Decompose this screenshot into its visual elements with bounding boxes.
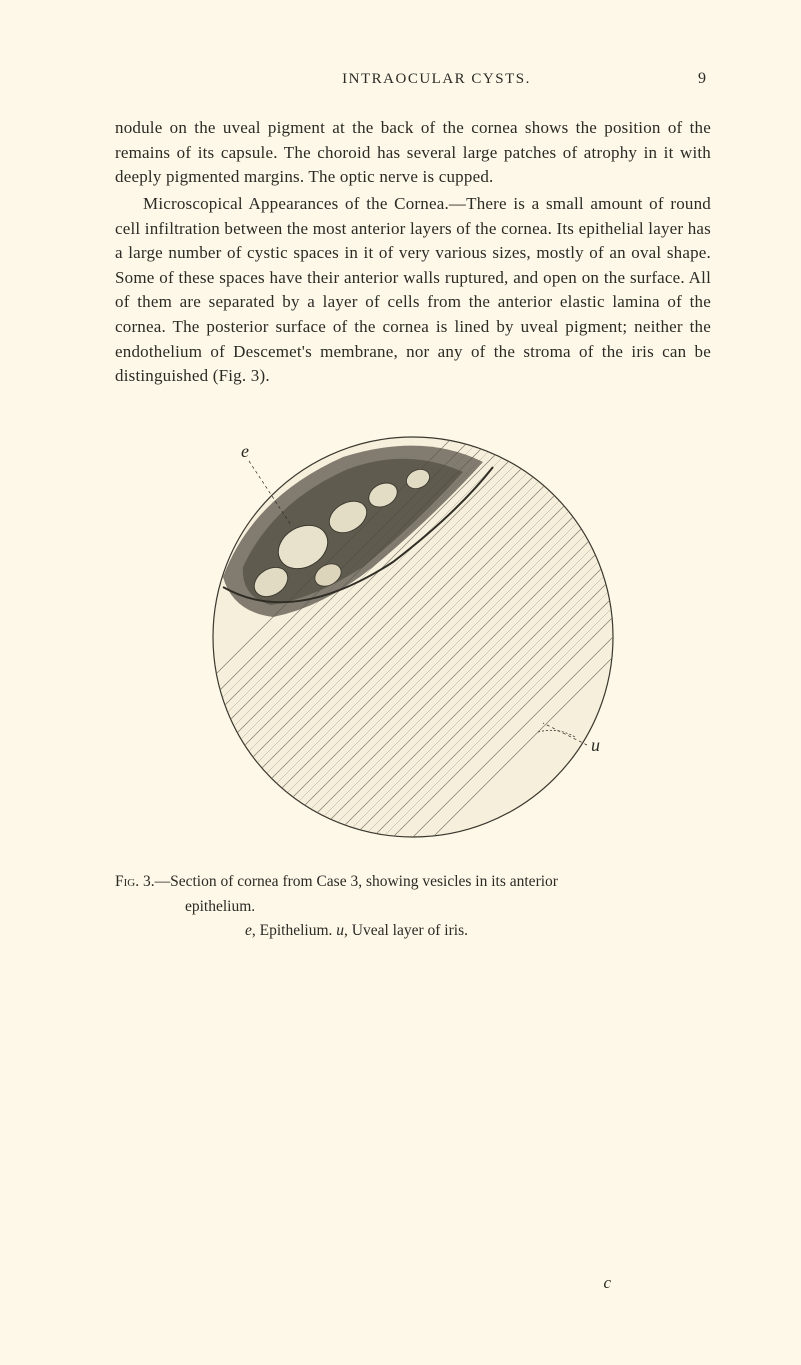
figure-label-e: e (241, 441, 249, 461)
caption-line-1: Fig. 3.—Section of cornea from Case 3, s… (115, 871, 711, 893)
running-title: INTRAOCULAR CYSTS. (175, 71, 698, 88)
caption-line-3: e, Epithelium. u, Uveal layer of iris. (115, 920, 711, 942)
caption-line-2: epithelium. (115, 896, 711, 918)
figure-caption: Fig. 3.—Section of cornea from Case 3, s… (115, 871, 711, 942)
figure-label-u: u (591, 735, 600, 755)
signature-mark: c (603, 1273, 611, 1293)
page-header: INTRAOCULAR CYSTS. 9 (115, 70, 711, 88)
caption-end: , Uveal layer of iris. (344, 922, 468, 939)
caption-u: u (336, 922, 344, 939)
body-text: nodule on the uveal pigment at the back … (115, 116, 711, 389)
scanned-page: INTRAOCULAR CYSTS. 9 nodule on the uveal… (0, 0, 801, 1365)
paragraph-1: nodule on the uveal pigment at the back … (115, 116, 711, 190)
caption-line1-rest: —Section of cornea from Case 3, showing … (155, 873, 558, 890)
caption-mid: , Epithelium. (252, 922, 336, 939)
caption-e: e (245, 922, 252, 939)
figure-3-illustration: e u (193, 417, 633, 857)
caption-fig-label: Fig. 3. (115, 873, 155, 890)
page-number: 9 (698, 70, 706, 88)
paragraph-2: Microscopical Appearances of the Cornea.… (115, 192, 711, 389)
